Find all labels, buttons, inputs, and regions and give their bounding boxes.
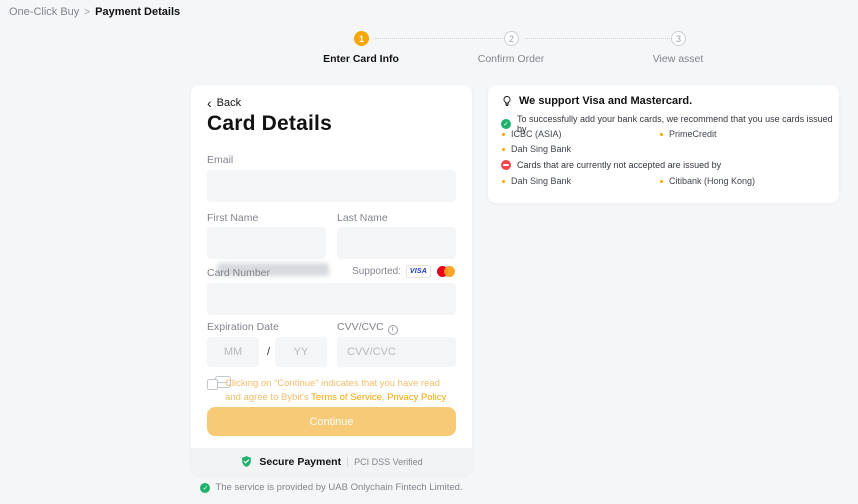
secure-payment-band: Secure Payment PCI DSS Verified (191, 448, 472, 475)
support-title: We support Visa and Mastercard. (519, 95, 693, 107)
first-name-label: First Name (207, 212, 259, 224)
last-name-label: Last Name (337, 212, 388, 224)
step-3-label: View asset (652, 53, 704, 65)
recommended-bank-item: Dah Sing Bank (502, 144, 571, 154)
step-3-number: 3 (675, 33, 681, 44)
back-chevron-icon: ‹ (207, 95, 212, 111)
bullet-icon (502, 147, 505, 151)
step-connector-1 (375, 38, 503, 39)
step-1-number: 1 (358, 33, 364, 44)
not-accepted-bank-item: Dah Sing Bank (502, 176, 571, 186)
bullet-icon (660, 179, 663, 183)
service-provider-note: ✓ The service is provided by UAB Onlycha… (171, 482, 492, 493)
card-details-panel: ‹ Back Card Details Email First Name Las… (191, 85, 472, 475)
step-2-indicator: 2 (504, 31, 519, 46)
recommended-bank-item: ICBC (ASIA) (502, 129, 562, 139)
privacy-policy-link[interactable]: Privacy Policy (387, 392, 447, 403)
expiry-separator: / (267, 346, 271, 358)
info-icon[interactable]: i (387, 324, 398, 335)
breadcrumb-payment-details: Payment Details (95, 6, 181, 18)
bullet-icon (502, 132, 505, 136)
check-icon: ✓ (501, 119, 511, 129)
cvv-field[interactable] (337, 337, 456, 367)
step-connector-2 (525, 38, 670, 39)
support-title-row: We support Visa and Mastercard. (501, 95, 692, 107)
bullet-icon (660, 132, 663, 136)
step-2-label: Confirm Order (477, 53, 545, 65)
step-1-label: Enter Card Info (323, 53, 399, 65)
supported-label: Supported: (352, 266, 401, 277)
lightbulb-icon (503, 96, 511, 106)
back-label: Back (216, 97, 242, 109)
breadcrumb-separator-icon: > (84, 6, 91, 18)
expiry-year-field[interactable] (275, 337, 327, 367)
email-field[interactable] (207, 170, 456, 202)
terms-of-service-link[interactable]: Terms of Service (311, 392, 382, 403)
recommended-heading: To successfully add your bank cards, we … (517, 114, 833, 134)
page-title: Card Details (207, 112, 332, 135)
not-accepted-icon (501, 160, 511, 170)
divider (347, 456, 349, 467)
breadcrumb: One-Click Buy > Payment Details (9, 6, 180, 18)
card-number-label: Card Number (207, 267, 271, 279)
card-number-field[interactable] (207, 283, 456, 315)
step-1-indicator: 1 (354, 31, 369, 46)
visa-icon: VISA (406, 265, 431, 278)
continue-button[interactable]: Continue (207, 407, 456, 436)
check-icon: ✓ (200, 482, 211, 493)
breadcrumb-one-click-buy[interactable]: One-Click Buy (9, 6, 80, 18)
email-label: Email (207, 154, 234, 166)
not-accepted-bank-item: Citibank (Hong Kong) (660, 176, 755, 186)
mastercard-icon (436, 265, 456, 278)
bullet-icon (502, 179, 505, 183)
supported-cards: Supported: VISA (352, 265, 456, 278)
not-accepted-heading: Cards that are currently not accepted ar… (517, 160, 722, 170)
cvv-label: CVV/CVC i (337, 321, 398, 335)
expiry-month-field[interactable] (207, 337, 259, 367)
first-name-field[interactable] (207, 227, 326, 259)
last-name-field[interactable] (337, 227, 456, 259)
not-accepted-heading-row: Cards that are currently not accepted ar… (501, 160, 721, 170)
recommended-heading-row: ✓ To successfully add your bank cards, w… (501, 114, 839, 134)
expiration-date-label: Expiration Date (207, 321, 279, 333)
back-button[interactable]: ‹ Back (207, 95, 242, 111)
step-2-number: 2 (508, 33, 514, 44)
shield-check-icon (242, 456, 252, 467)
pci-dss-label: PCI DSS Verified (354, 456, 423, 467)
recommended-bank-item: PrimeCredit (660, 129, 717, 139)
card-support-panel: We support Visa and Mastercard. ✓ To suc… (488, 85, 839, 203)
step-3-indicator: 3 (671, 31, 686, 46)
secure-payment-label: Secure Payment (259, 455, 342, 468)
agreement-checkbox[interactable] (207, 379, 218, 390)
